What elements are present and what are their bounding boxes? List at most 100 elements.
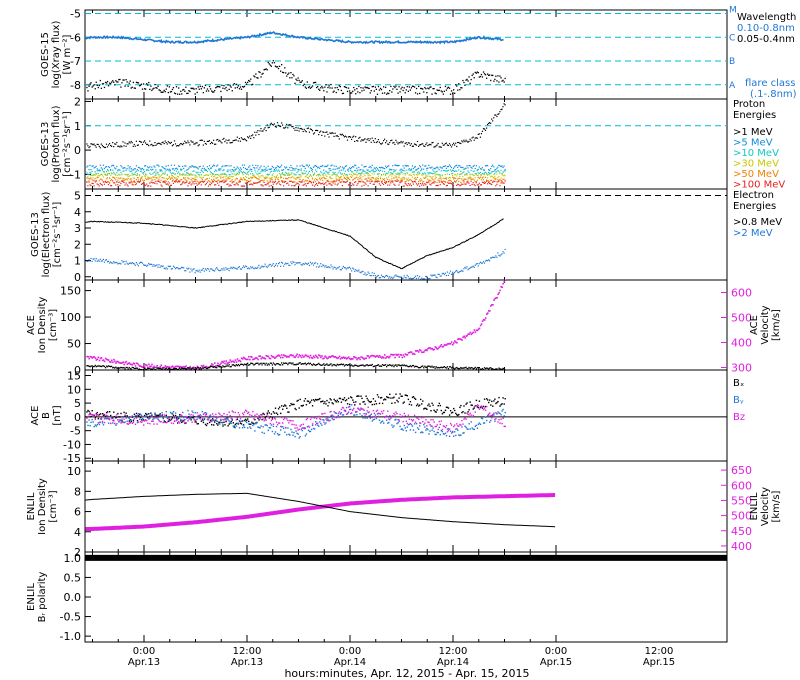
- y-tick-label: -1.0: [60, 630, 81, 643]
- enlil-velocity-y-label: [km/s]: [771, 490, 782, 522]
- y-tick-label: 5: [74, 190, 81, 203]
- x-tick-label-time: 12:00: [233, 646, 262, 657]
- y-tick-label: -0.5: [60, 611, 81, 624]
- xray-y-label: log(Xray flux): [51, 21, 62, 89]
- x-tick-label-time: 0:00: [133, 646, 155, 657]
- proton-series: [86, 169, 506, 176]
- ace-velocity-series: [86, 279, 507, 371]
- xray-y-label: GOES-15: [40, 32, 51, 77]
- panel-frame-ace_density: [84, 279, 728, 371]
- panel-frame-xray: [84, 9, 728, 100]
- xray-short-series: [85, 30, 504, 45]
- enlil-density-series: [85, 492, 556, 528]
- ace-density-y-label: ACE: [26, 315, 37, 335]
- y-tick-label: 1: [74, 255, 81, 268]
- y-tick-label: 2: [74, 238, 81, 251]
- y-tick-label: 0.0: [64, 591, 82, 604]
- flare-class-letter: C: [729, 33, 735, 43]
- y-tick-label-right: 600: [731, 479, 752, 492]
- x-tick-label-date: Apr.14: [334, 657, 366, 668]
- electron-legend-item: >0.8 MeV: [733, 217, 782, 228]
- x-tick-label-time: 12:00: [645, 646, 674, 657]
- proton-y-label: [cm⁻²s⁻¹sr⁻¹]: [62, 111, 73, 177]
- y-tick-label: 1: [74, 120, 81, 133]
- y-tick-label: 4: [74, 526, 81, 539]
- flare-class-letter: B: [729, 57, 735, 67]
- y-tick-label: 100: [60, 311, 81, 324]
- ace-b-y-label: [nT]: [52, 405, 63, 425]
- y-tick-label: 5: [74, 397, 81, 410]
- ace-b-legend-item: Bₓ: [733, 378, 744, 389]
- y-tick-label: 2: [74, 546, 81, 559]
- y-tick-label-right: 400: [731, 337, 752, 350]
- x-tick-label-date: Apr.15: [643, 657, 675, 668]
- enlil-velocity-y-label: ENLIL: [749, 492, 760, 520]
- proton-legend-item: >1 MeV: [733, 127, 773, 138]
- y-tick-label: -5: [70, 8, 81, 21]
- xray-long-series: [86, 60, 506, 95]
- proton-series: [86, 164, 506, 171]
- xray-legend-item: 0.10-0.8nm: [737, 23, 795, 34]
- enlil-density-y-label: [cm⁻³]: [48, 490, 59, 522]
- y-tick-label-right: 600: [731, 287, 752, 300]
- y-tick-label-right: 400: [731, 540, 752, 553]
- y-tick-label: 0: [74, 271, 81, 284]
- flare-class-letter: A: [729, 81, 736, 91]
- y-tick-label-right: 500: [731, 312, 752, 325]
- y-tick-label: 1.0: [64, 552, 82, 565]
- y-tick-label: 150: [60, 285, 81, 298]
- y-tick-label: 10: [67, 465, 81, 478]
- y-tick-label: 3: [74, 222, 81, 235]
- y-tick-label-right: 300: [731, 362, 752, 375]
- electron-legend-item: >2 MeV: [733, 228, 773, 239]
- y-tick-label: -15: [63, 452, 81, 465]
- ace-b-series: [86, 393, 506, 428]
- polarity-y-label: ENLIL: [26, 583, 37, 611]
- proton-legend-title: Energies: [733, 110, 776, 121]
- electron-y-label: [cm⁻²s⁻¹sr⁻¹]: [52, 202, 63, 268]
- y-tick-label-right: 500: [731, 510, 752, 523]
- xray-legend-item: 0.05-0.4nm: [737, 34, 795, 45]
- ace-b-y-label: B: [41, 412, 52, 419]
- x-tick-label-date: Apr.15: [540, 657, 572, 668]
- y-tick-label: 0: [74, 364, 81, 377]
- enlil-velocity-y-label: Velocity: [760, 487, 771, 526]
- proton-legend-item: >100 MeV: [733, 180, 785, 191]
- y-tick-label: 8: [74, 485, 81, 498]
- ace-b-legend-item: Bᵧ: [733, 395, 744, 406]
- y-tick-label: 15: [67, 370, 81, 383]
- y-tick-label: 0: [74, 144, 81, 157]
- ace-b-y-label: ACE: [30, 406, 41, 426]
- x-tick-label-date: Apr.13: [231, 657, 263, 668]
- proton-legend-title: Proton: [733, 99, 765, 110]
- electron-y-label: GOES-13: [30, 212, 41, 257]
- ace-velocity-y-label: [km/s]: [771, 309, 782, 341]
- ace-density-series: [86, 362, 506, 371]
- xray-legend-title: Wavelength: [737, 12, 796, 23]
- polarity-bar: [85, 554, 727, 561]
- y-tick-label: 0: [74, 411, 81, 424]
- electron-y-label: log(Electron flux): [41, 192, 52, 278]
- ace-density-y-label: Ion Density: [37, 297, 48, 354]
- electron-legend-title: Energies: [733, 201, 776, 212]
- y-tick-label: 2: [74, 95, 81, 108]
- ace-b-legend-item: Bz: [733, 412, 745, 423]
- polarity-y-label: Bᵣ polarity: [37, 572, 48, 623]
- enlil-density-y-label: ENLIL: [26, 492, 37, 520]
- enlil-velocity-series: [85, 493, 556, 531]
- y-tick-label-right: 450: [731, 525, 752, 538]
- y-tick-label: -7: [70, 55, 81, 68]
- proton-y-label: log(Proton flux): [51, 105, 62, 182]
- proton-series: [86, 180, 506, 187]
- y-tick-label: 6: [74, 506, 81, 519]
- panel-frame-enlil: [84, 460, 728, 553]
- y-tick-label: 10: [67, 383, 81, 396]
- flare-class-letter: M: [729, 6, 737, 16]
- ace-velocity-y-label: ACE: [749, 315, 760, 335]
- panel-frame-polarity: [84, 551, 728, 643]
- proton-series: [86, 103, 506, 149]
- electron-2-series: [86, 248, 506, 280]
- proton-legend-item: >50 MeV: [733, 169, 779, 180]
- enlil-density-y-label: Ion Density: [37, 478, 48, 535]
